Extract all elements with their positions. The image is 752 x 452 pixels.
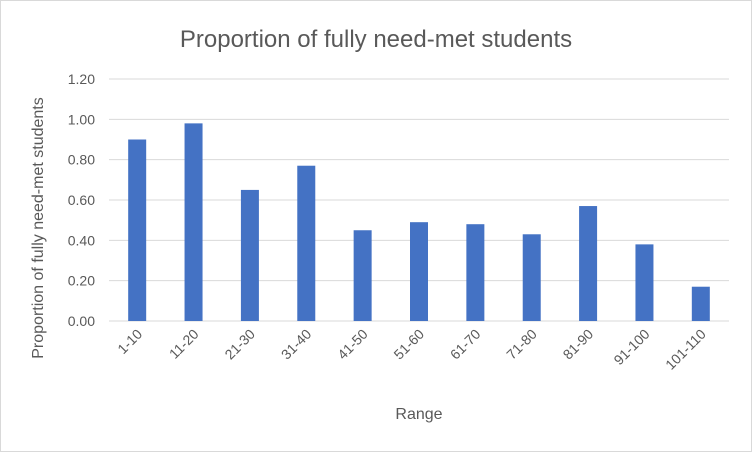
- bar: [410, 222, 428, 321]
- y-tick-label: 0.00: [68, 313, 95, 329]
- y-axis-label: Proportion of fully need-met students: [30, 97, 47, 358]
- x-tick-label: 51-60: [390, 326, 427, 363]
- chart-title: Proportion of fully need-met students: [180, 26, 572, 53]
- x-tick-label: 41-50: [334, 326, 371, 363]
- y-tick-label: 0.60: [68, 192, 95, 208]
- x-tick-label: 71-80: [503, 326, 540, 363]
- bar: [353, 230, 372, 321]
- y-tick-label: 1.20: [68, 71, 95, 87]
- bar: [128, 139, 147, 321]
- bar: [297, 165, 316, 321]
- x-tick-label: 31-40: [278, 326, 315, 363]
- x-axis-label: Range: [395, 406, 442, 423]
- y-tick-label: 0.80: [68, 152, 95, 168]
- y-tick-label: 0.20: [68, 273, 95, 289]
- x-tick-label: 61-70: [447, 326, 484, 363]
- y-tick-labels: 0.00 0.20 0.40 0.60 0.80 1.00 1.20: [68, 71, 95, 329]
- bar: [691, 286, 710, 321]
- x-tick-label: 21-30: [221, 326, 258, 363]
- y-tick-label: 1.00: [68, 111, 95, 127]
- bars: [128, 123, 710, 321]
- x-tick-label: 91-100: [610, 326, 652, 368]
- bar: [635, 244, 654, 321]
- x-tick-label: 101-110: [662, 326, 709, 373]
- bar: [240, 189, 259, 321]
- bar: [579, 206, 598, 321]
- bar: [522, 234, 541, 321]
- x-tick-label: 11-20: [166, 326, 202, 362]
- bar: [184, 123, 203, 321]
- x-tick-labels: 1-10 11-20 21-30 31-40 41-50 51-60 61-70 71-80 8…: [114, 326, 709, 373]
- bar: [466, 224, 485, 321]
- x-tick-label: 1-10: [114, 326, 145, 357]
- x-tick-label: 81-90: [560, 326, 597, 363]
- y-tick-label: 0.40: [68, 232, 95, 248]
